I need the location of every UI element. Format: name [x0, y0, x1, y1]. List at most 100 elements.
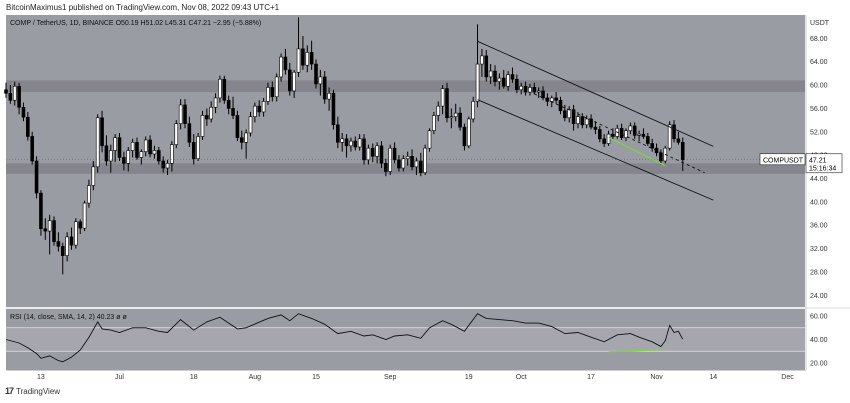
candle	[205, 108, 209, 126]
candle	[349, 137, 353, 152]
candle-body	[506, 74, 510, 87]
candle-body	[191, 142, 196, 159]
candle	[30, 131, 34, 165]
rsi-line	[5, 313, 684, 363]
candle	[139, 149, 144, 165]
candle	[528, 83, 532, 96]
time-tick-label: Dec	[781, 374, 794, 381]
candle-body	[392, 147, 397, 161]
candle-body	[109, 150, 113, 162]
candle	[392, 142, 397, 164]
candle	[637, 130, 641, 142]
candle-body	[257, 105, 262, 113]
candle-body	[69, 236, 74, 246]
candle	[462, 123, 467, 151]
candle	[248, 111, 253, 137]
tradingview-logo[interactable]: 17 TradingView	[5, 386, 60, 396]
candle-body	[253, 105, 257, 117]
candle	[292, 69, 296, 98]
candle-body	[379, 145, 384, 164]
candle-body	[467, 118, 471, 147]
candle-body	[532, 87, 537, 93]
candle-body	[344, 138, 349, 147]
candle-body	[567, 109, 572, 119]
candle	[471, 96, 475, 123]
candle-body	[519, 85, 523, 91]
candle-body	[318, 76, 323, 85]
candle-body	[91, 166, 96, 186]
candle	[628, 122, 633, 135]
candle	[78, 219, 83, 234]
time-tick-label: 17	[587, 374, 595, 381]
price-tick-label: 36.00	[810, 223, 828, 230]
candle-body	[122, 157, 126, 164]
price-axis-unit: USDT	[810, 20, 830, 27]
candle	[584, 115, 589, 129]
rsi-divergence-line	[608, 348, 666, 353]
candle-body	[196, 136, 200, 159]
candle-body	[8, 92, 13, 101]
time-tick-label: 18	[190, 374, 198, 381]
candle-body	[427, 130, 432, 149]
ohlc-legend: COMP / TetherUS, 1D, BINANCE O50.19 H51.…	[10, 20, 261, 27]
candle-body	[375, 145, 379, 157]
candle-body	[558, 99, 563, 112]
candle	[8, 85, 13, 104]
candle	[506, 71, 510, 91]
candle-body	[231, 108, 235, 116]
price-low-trend-line	[608, 137, 666, 167]
candle-body	[261, 101, 266, 113]
candle	[113, 134, 117, 163]
candle	[4, 82, 8, 98]
candle	[554, 92, 558, 104]
candle	[305, 45, 310, 73]
candle-body	[501, 77, 506, 87]
candle-body	[576, 116, 580, 124]
candle-body	[309, 52, 314, 65]
candle	[366, 144, 371, 165]
price-tick-label: 32.00	[810, 246, 828, 253]
candle-body	[493, 70, 497, 82]
candle-body	[170, 144, 174, 164]
candle-body	[213, 97, 218, 108]
candle-body	[148, 139, 152, 155]
candle-body	[449, 116, 454, 119]
candle	[296, 17, 301, 77]
candle-body	[100, 117, 104, 147]
candle-body	[680, 142, 685, 161]
candle	[266, 82, 270, 105]
candle	[680, 137, 685, 171]
candle	[235, 110, 240, 142]
candle-body	[549, 97, 554, 102]
candle-body	[117, 137, 122, 158]
candle-body	[161, 160, 165, 169]
candle	[301, 36, 305, 70]
candle-body	[384, 163, 388, 172]
candle-body	[209, 106, 213, 120]
candle-body	[637, 133, 641, 136]
candle	[21, 102, 26, 122]
candle	[370, 143, 375, 163]
candle	[91, 161, 96, 191]
candle	[458, 107, 462, 131]
candle	[340, 132, 344, 152]
candle	[34, 156, 39, 199]
candle	[126, 146, 131, 172]
candle	[632, 122, 637, 139]
candle-body	[143, 139, 148, 152]
candle	[191, 134, 196, 165]
candle-body	[301, 48, 305, 66]
price-tick-label: 68.00	[810, 36, 828, 43]
candle-body	[12, 85, 17, 101]
candle-body	[471, 101, 475, 120]
price-tag-symbol: COMPUSDT	[763, 157, 804, 164]
candle-body	[510, 74, 515, 80]
rsi-tick-label: 20.00	[810, 360, 828, 367]
candle	[104, 135, 109, 166]
candle	[405, 151, 410, 166]
tradingview-brand: TradingView	[16, 386, 61, 396]
candle	[410, 149, 414, 171]
candle	[283, 48, 288, 75]
candle	[619, 123, 624, 140]
